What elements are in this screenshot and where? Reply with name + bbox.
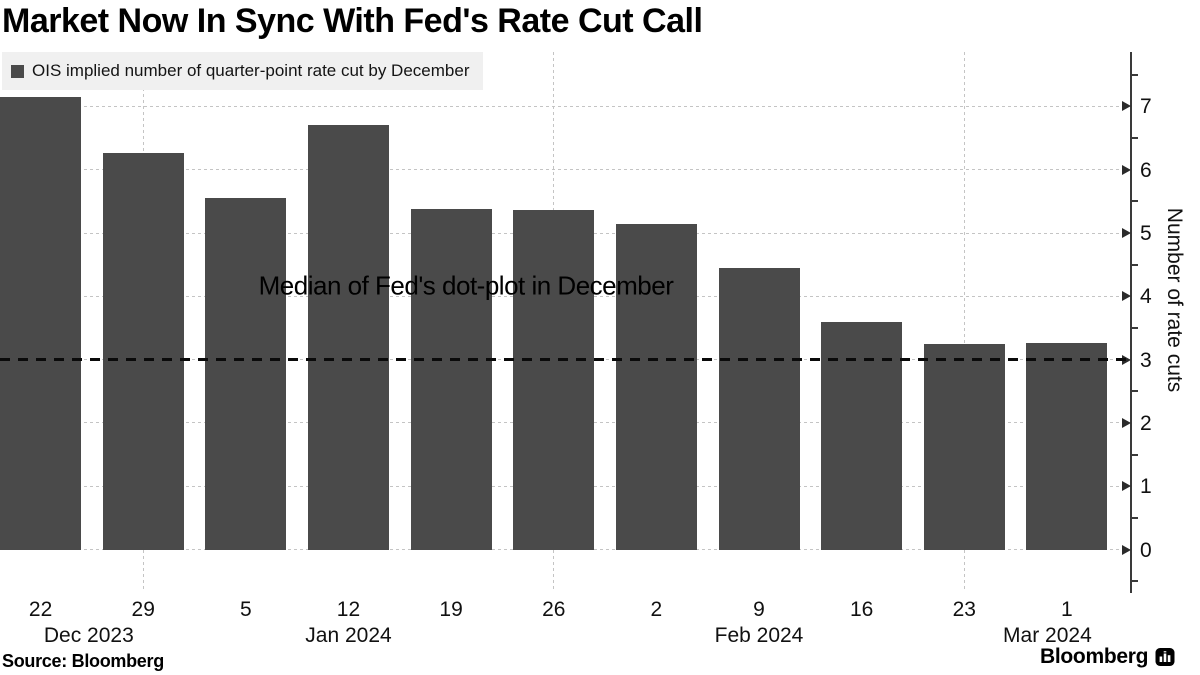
x-tick-label: 23 [952, 598, 976, 621]
x-tick-label: 29 [131, 598, 155, 621]
y-axis-title: Number of rate cuts [1163, 207, 1186, 393]
y-tick-label: 6 [1140, 158, 1152, 182]
y-minor-tick [1132, 263, 1138, 266]
x-tick-label: 12 [336, 598, 361, 621]
source-note: Source: Bloomberg [2, 651, 164, 671]
x-tick-label: 22 [28, 598, 53, 621]
x-month-label: Mar 2024 [1003, 624, 1092, 647]
x-tick-label: 26 [542, 598, 566, 621]
legend-swatch-icon [11, 64, 24, 78]
bloomberg-logo: Bloomberg [1040, 645, 1175, 669]
x-tick-label: 9 [753, 598, 765, 621]
gridline-y [0, 169, 1131, 171]
x-month-label: Jan 2024 [305, 624, 392, 647]
y-tick-label: 0 [1140, 538, 1152, 562]
y-minor-tick [1132, 453, 1138, 456]
bar [0, 96, 82, 551]
reference-line-annotation: Median of Fed's dot-plot in December [258, 270, 674, 301]
y-tick-arrow-icon [1122, 291, 1131, 302]
gridline-x [963, 52, 965, 590]
y-tick-arrow-icon [1122, 481, 1131, 492]
y-tick-label: 2 [1140, 411, 1152, 435]
y-tick-label: 4 [1140, 285, 1152, 309]
y-tick-arrow-icon [1122, 544, 1131, 555]
bar [821, 322, 903, 551]
y-minor-tick [1132, 516, 1138, 519]
y-tick-arrow-icon [1122, 228, 1131, 238]
bloomberg-wordmark: Bloomberg [1040, 645, 1149, 668]
bar [307, 125, 389, 551]
bar [718, 268, 800, 551]
x-tick-label: 19 [439, 598, 463, 621]
bar [513, 210, 595, 551]
reference-line [0, 358, 1127, 362]
gridline-y [0, 105, 1131, 107]
bar [615, 224, 697, 551]
y-tick-arrow-icon [1122, 417, 1131, 428]
y-tick-arrow-icon [1122, 164, 1131, 175]
y-minor-tick [1132, 580, 1138, 583]
x-tick-label: 2 [650, 598, 663, 621]
legend: OIS implied number of quarter-point rate… [2, 52, 484, 90]
y-minor-tick [1132, 137, 1138, 140]
y-tick-label: 7 [1140, 95, 1152, 119]
y-tick-arrow-icon [1122, 101, 1131, 112]
x-tick-label: 16 [849, 598, 874, 621]
y-minor-tick [1132, 326, 1138, 329]
bar [102, 152, 184, 551]
y-tick-label: 3 [1140, 348, 1152, 372]
bloomberg-chart-icon [1155, 648, 1175, 666]
y-tick-label: 1 [1140, 475, 1152, 499]
y-tick-label: 5 [1140, 222, 1152, 245]
x-tick-label: 5 [240, 598, 252, 621]
x-month-label: Feb 2024 [714, 624, 804, 647]
y-minor-tick [1132, 73, 1138, 76]
y-axis-line [1130, 52, 1132, 593]
bar [923, 343, 1005, 551]
bar [410, 208, 492, 551]
y-minor-tick [1132, 390, 1138, 393]
bar [205, 198, 287, 551]
chart-title: Market Now In Sync With Fed's Rate Cut C… [2, 2, 703, 40]
bar [1026, 343, 1108, 551]
legend-label: OIS implied number of quarter-point rate… [32, 61, 470, 80]
x-tick-label: 1 [1061, 598, 1073, 621]
y-minor-tick [1132, 200, 1138, 203]
x-month-label: Dec 2023 [43, 624, 134, 647]
